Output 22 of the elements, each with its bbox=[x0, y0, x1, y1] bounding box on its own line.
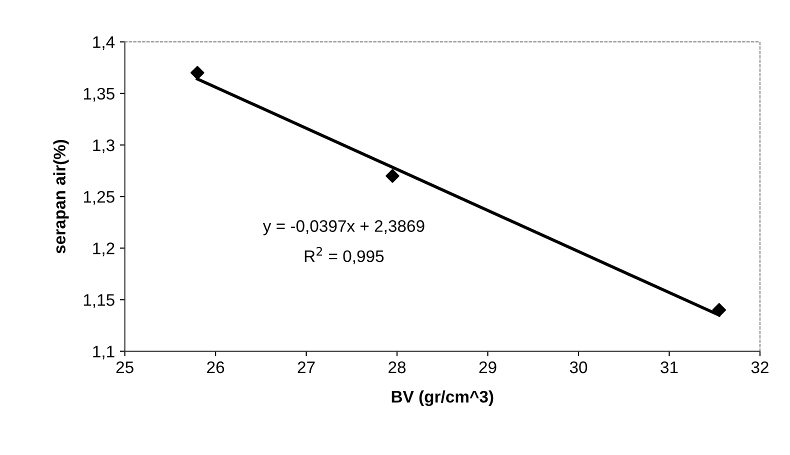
y-tick-label: 1,3 bbox=[93, 139, 114, 154]
y-tick-label: 1,1 bbox=[93, 346, 114, 360]
x-tick-label: 32 bbox=[751, 361, 768, 374]
y-tick-label: 1,35 bbox=[84, 88, 114, 102]
point bbox=[386, 169, 400, 183]
y-axis-title: serapan air(%) bbox=[53, 140, 69, 254]
x-tick-label: 28 bbox=[388, 361, 406, 374]
x-tick-label: 25 bbox=[116, 361, 134, 374]
x-tick-label: 29 bbox=[479, 361, 496, 374]
x-tick-label: 27 bbox=[298, 361, 315, 374]
annotation: R$^{2}$ = 0,995 bbox=[304, 246, 384, 264]
annotation: y = -0,0397x + 2,3869 bbox=[262, 220, 424, 236]
y-tick-label: 1,2 bbox=[93, 242, 114, 256]
y-tick-label: 1,15 bbox=[84, 294, 114, 308]
y-tick-label: 1,4 bbox=[93, 36, 115, 50]
x-axis-title: BV (gr/cm^3) bbox=[392, 390, 494, 406]
x-tick-label: 26 bbox=[207, 361, 224, 374]
point bbox=[190, 66, 204, 80]
y-tick-label: 1,25 bbox=[84, 190, 114, 205]
x-tick-label: 31 bbox=[660, 361, 678, 374]
point bbox=[712, 303, 726, 317]
x-tick-label: 30 bbox=[570, 361, 588, 374]
